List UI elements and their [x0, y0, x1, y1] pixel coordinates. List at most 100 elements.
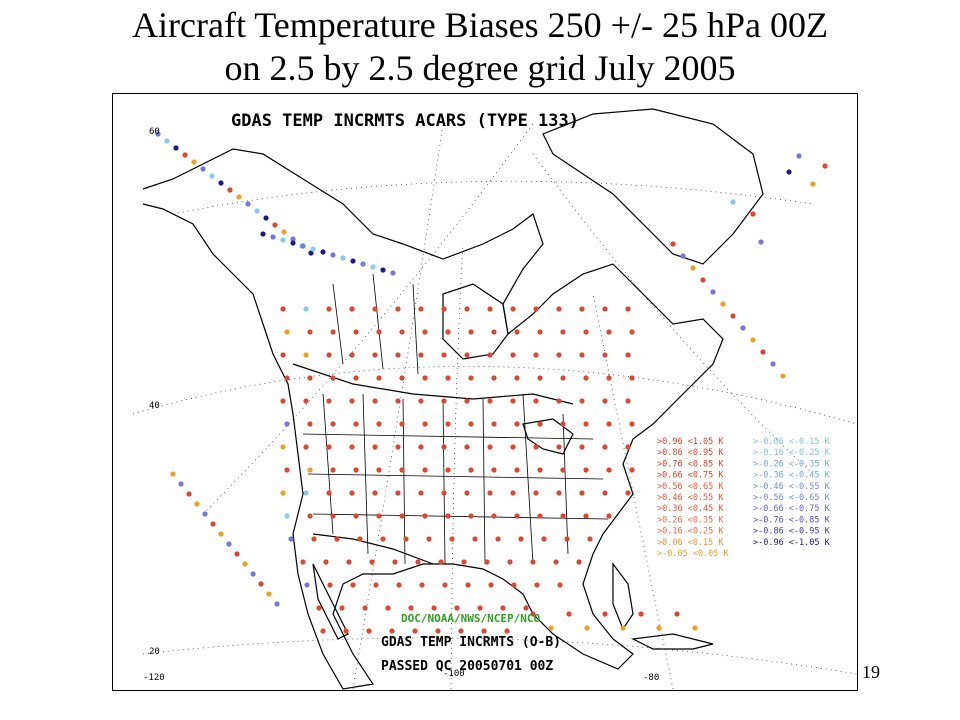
observation-dot [442, 582, 448, 588]
observation-dot [284, 513, 290, 519]
observation-dot [320, 249, 326, 255]
hudson-bay-outline [442, 283, 509, 360]
observation-dot [620, 625, 626, 631]
observation-dot [330, 513, 336, 519]
legend-warm-entry: >0.36 <0.45 K [657, 504, 724, 514]
legend-cold-entry: >-0.76 <-0.85 K [753, 515, 831, 525]
observation-dot [419, 582, 425, 588]
observation-dot [629, 467, 635, 473]
observation-dot [625, 444, 631, 450]
legend-cold-entry: >-0.66 <-0.75 K [753, 504, 831, 514]
observation-dot [583, 421, 589, 427]
observation-dot [786, 169, 792, 175]
observation-dot [304, 582, 310, 588]
observation-dot [395, 398, 401, 404]
parallel-line [142, 637, 857, 675]
observation-dot [349, 306, 355, 312]
observation-dot [533, 306, 539, 312]
legend-warm-entry: >0.86 <0.95 K [657, 448, 724, 458]
observation-dot [750, 211, 756, 217]
observation-dot [330, 467, 336, 473]
observation-dot [418, 352, 424, 358]
observation-dot [236, 194, 242, 200]
observation-dot [557, 582, 563, 588]
observation-dot [323, 559, 329, 565]
observation-dot [353, 375, 359, 381]
observation-dot [537, 467, 543, 473]
observation-dot [353, 467, 359, 473]
legend-cold-entry: >-0.26 <-0.35 K [753, 459, 831, 469]
observation-dot [209, 173, 215, 179]
observation-dot [514, 513, 520, 519]
observation-dot [556, 398, 562, 404]
observation-dot [389, 628, 395, 634]
observation-dot [579, 398, 585, 404]
legend-warm-entry: >0.96 <1.05 K [657, 437, 724, 447]
observation-dot [534, 582, 540, 588]
legend-warm-entry: >0.56 <0.65 K [657, 482, 724, 492]
observation-dot [488, 582, 494, 588]
meridian-line [352, 123, 444, 690]
observation-dot [303, 444, 309, 450]
observation-dot [290, 240, 296, 246]
observation-dot [495, 536, 501, 542]
observation-dot [280, 237, 286, 243]
observation-dot [395, 444, 401, 450]
observation-dot [730, 199, 736, 205]
observation-dot [472, 536, 478, 542]
observation-dot [372, 306, 378, 312]
observation-dot [418, 306, 424, 312]
observation-dot [310, 246, 316, 252]
observation-dot [510, 352, 516, 358]
observation-dot [326, 490, 332, 496]
observation-dot [200, 166, 206, 172]
observation-dot [260, 231, 266, 237]
credit-text: DOC/NOAA/NWS/NCEP/NCO [401, 612, 540, 625]
observation-dot [343, 628, 349, 634]
observation-dot [579, 352, 585, 358]
title-line-1: Aircraft Temperature Biases 250 +/- 25 h… [132, 5, 828, 45]
observation-dot [316, 605, 322, 611]
observation-dot [373, 582, 379, 588]
observation-dot [284, 467, 290, 473]
legend-warm-entry: >0.16 <0.25 K [657, 527, 724, 537]
observation-dot [438, 559, 444, 565]
observation-dot [263, 215, 269, 221]
observation-dot [362, 605, 368, 611]
observation-dot [396, 582, 402, 588]
observation-dot [357, 536, 363, 542]
observation-dot [491, 421, 497, 427]
observation-dot [537, 329, 543, 335]
map-header: GDAS TEMP INCRMTS ACARS (TYPE 133) [231, 111, 579, 131]
observation-dot [464, 352, 470, 358]
observation-dot [560, 513, 566, 519]
observation-dot [349, 398, 355, 404]
observation-dot [510, 398, 516, 404]
legend: >0.96 <1.05 K>0.86 <0.95 K>0.76 <0.85 K >… [657, 437, 831, 559]
observation-dot [770, 361, 776, 367]
observation-dot [245, 201, 251, 207]
observation-dot [320, 628, 326, 634]
observation-dot [670, 241, 676, 247]
observation-dot [270, 234, 276, 240]
observation-dot [353, 421, 359, 427]
observation-dot [491, 513, 497, 519]
observation-dot [330, 375, 336, 381]
observation-dot [280, 352, 286, 358]
observation-dot [468, 513, 474, 519]
observation-dot [477, 605, 483, 611]
observation-dot [606, 467, 612, 473]
observation-dot [556, 352, 562, 358]
observation-dot [399, 421, 405, 427]
observation-dot [307, 375, 313, 381]
page-number: 19 [862, 662, 880, 682]
observation-dot [418, 398, 424, 404]
observation-dot [625, 398, 631, 404]
observation-dot [579, 306, 585, 312]
graticule [132, 123, 857, 690]
observation-dot [445, 375, 451, 381]
bias-map: GDAS TEMP INCRMTS ACARS (TYPE 133) 60 40… [132, 108, 857, 690]
observation-dot [280, 444, 286, 450]
observation-dot [353, 513, 359, 519]
observation-dot [602, 490, 608, 496]
